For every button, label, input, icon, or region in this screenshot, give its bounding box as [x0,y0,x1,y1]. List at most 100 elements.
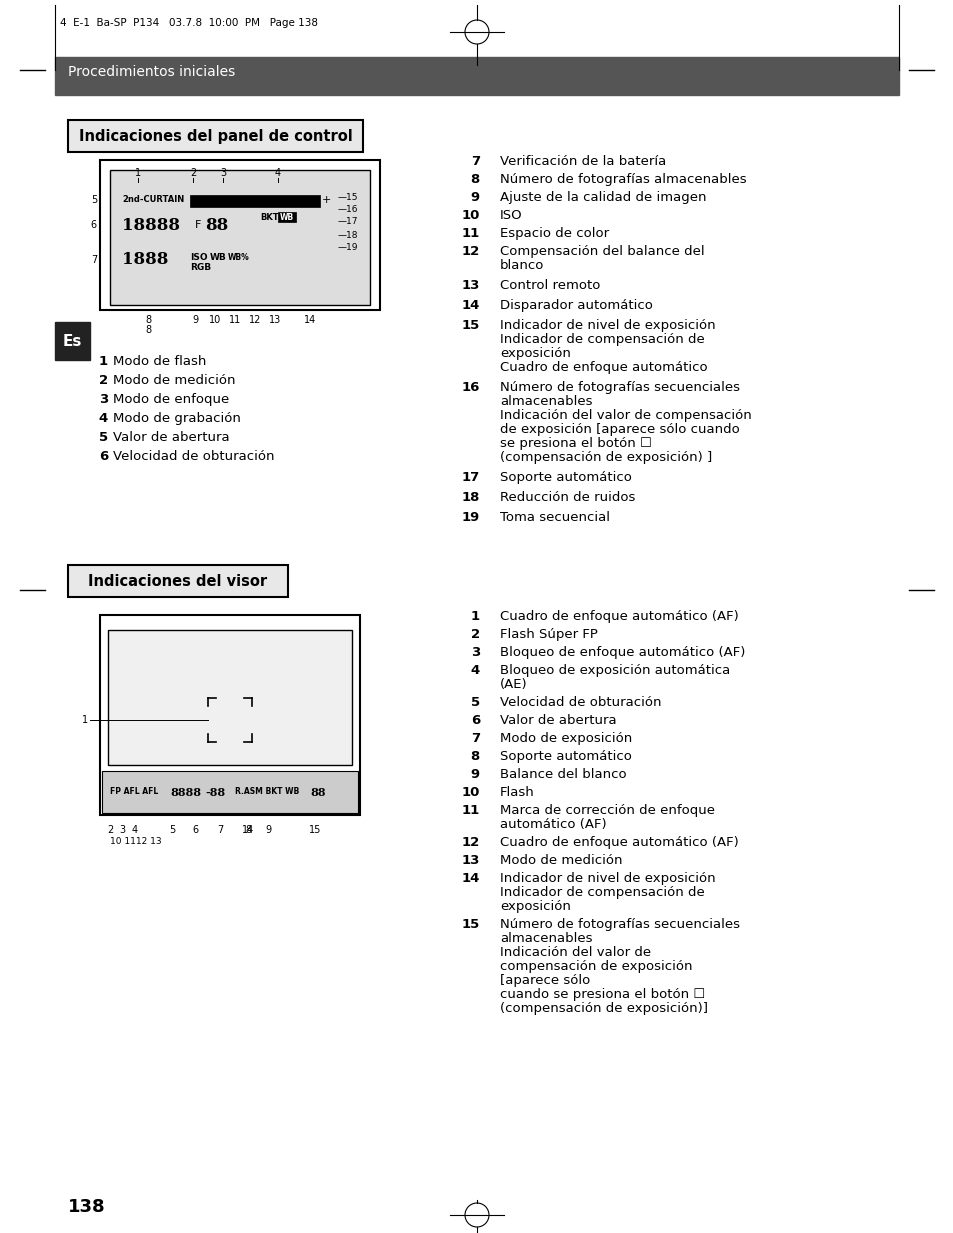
Text: Cuadro de enfoque automático (AF): Cuadro de enfoque automático (AF) [499,836,738,850]
Text: se presiona el botón ☐: se presiona el botón ☐ [499,436,651,450]
Text: 88: 88 [205,217,228,233]
Text: ISO: ISO [499,210,522,222]
Text: 14: 14 [461,872,479,885]
Text: Flash: Flash [499,785,535,799]
Text: RGB: RGB [190,264,211,272]
Text: 2nd-CURTAIN: 2nd-CURTAIN [122,196,184,205]
Text: +: + [322,195,331,205]
Bar [100,615,359,815]
Text: 6: 6 [470,714,479,727]
Text: Número de fotografías secuenciales: Número de fotografías secuenciales [499,381,740,395]
Text: 9: 9 [265,825,271,835]
Text: compensación de exposición: compensación de exposición [499,961,692,973]
Text: —18: —18 [337,231,358,239]
Text: Cuadro de enfoque automático: Cuadro de enfoque automático [499,361,707,374]
Text: 14: 14 [304,314,315,326]
Text: Velocidad de obturación: Velocidad de obturación [499,695,660,709]
Text: 8: 8 [145,326,151,335]
Text: 10: 10 [209,314,221,326]
Bar [110,170,370,305]
Text: 4: 4 [99,412,108,425]
Text: 8: 8 [245,825,251,835]
Text: Indicador de nivel de exposición: Indicador de nivel de exposición [499,872,715,885]
Text: R.ASM BKT WB: R.ASM BKT WB [234,788,299,797]
Text: —15: —15 [337,194,358,202]
Text: Modo de flash: Modo de flash [112,355,206,367]
Bar [55,322,90,360]
Text: Número de fotografías secuenciales: Número de fotografías secuenciales [499,919,740,931]
Text: Bloqueo de enfoque automático (AF): Bloqueo de enfoque automático (AF) [499,646,744,658]
Text: Indicador de compensación de: Indicador de compensación de [499,333,704,346]
Text: Velocidad de obturación: Velocidad de obturación [112,450,274,464]
Text: Indicador de nivel de exposición: Indicador de nivel de exposición [499,319,715,332]
Text: 2: 2 [107,825,113,835]
Text: 3: 3 [119,825,125,835]
Text: —17: —17 [337,217,358,227]
Text: 8: 8 [470,173,479,186]
Text: Indicaciones del visor: Indicaciones del visor [89,573,267,588]
Text: WB: WB [210,253,227,261]
Text: blanco: blanco [499,259,544,272]
Text: 7: 7 [216,825,223,835]
Text: (compensación de exposición) ]: (compensación de exposición) ] [499,451,712,464]
Text: 1: 1 [99,355,108,367]
Text: 9: 9 [471,191,479,203]
Text: 10 1112 13: 10 1112 13 [110,837,161,846]
Text: 8888: 8888 [170,787,201,798]
Text: Control remoto: Control remoto [499,279,599,292]
Text: Marca de corrección de enfoque: Marca de corrección de enfoque [499,804,714,817]
Text: Disparador automático: Disparador automático [499,298,652,312]
Text: 4: 4 [470,665,479,677]
Text: 12: 12 [461,836,479,850]
Text: Modo de exposición: Modo de exposición [499,732,632,745]
Bar [277,212,295,222]
Text: 2: 2 [190,168,196,178]
Text: 11: 11 [461,227,479,240]
Bar [55,57,898,95]
Text: 88: 88 [310,787,325,798]
Text: Modo de medición: Modo de medición [112,374,235,387]
Text: 15: 15 [461,319,479,332]
Text: 4  E-1  Ba-SP  P134   03.7.8  10:00  PM   Page 138: 4 E-1 Ba-SP P134 03.7.8 10:00 PM Page 13… [60,18,317,28]
Text: 5: 5 [91,195,97,205]
Text: 2: 2 [99,374,108,387]
Text: 4: 4 [274,168,281,178]
Text: Indicaciones del panel de control: Indicaciones del panel de control [78,128,352,143]
Text: Toma secuencial: Toma secuencial [499,510,609,524]
Text: 6: 6 [99,450,108,464]
Text: 11: 11 [461,804,479,817]
Text: Modo de medición: Modo de medición [499,854,622,867]
Text: 1: 1 [82,715,88,725]
Text: 15: 15 [461,919,479,931]
FancyBboxPatch shape [68,120,363,152]
Text: 7: 7 [471,732,479,745]
Text: Balance del blanco: Balance del blanco [499,768,626,780]
Text: (AE): (AE) [499,678,527,690]
Text: 1: 1 [471,610,479,623]
Text: Cuadro de enfoque automático (AF): Cuadro de enfoque automático (AF) [499,610,738,623]
Text: 7: 7 [91,255,97,265]
Text: Número de fotografías almacenables: Número de fotografías almacenables [499,173,746,186]
Text: 14: 14 [461,298,479,312]
Text: Modo de enfoque: Modo de enfoque [112,393,229,406]
Text: Indicación del valor de compensación: Indicación del valor de compensación [499,409,751,422]
Text: automático (AF): automático (AF) [499,817,606,831]
Text: 14: 14 [242,825,253,835]
Text: 13: 13 [269,314,281,326]
Text: ISO: ISO [190,253,208,261]
Text: Modo de grabación: Modo de grabación [112,412,240,425]
Text: 10: 10 [461,785,479,799]
Text: 16: 16 [461,381,479,395]
Text: 13: 13 [461,854,479,867]
Text: almacenables: almacenables [499,932,592,944]
Bar [102,771,357,813]
Text: 6: 6 [192,825,198,835]
Text: 4: 4 [132,825,138,835]
Text: BKT: BKT [260,213,278,222]
Bar [190,195,319,207]
Text: FP AFL AFL: FP AFL AFL [110,788,158,797]
Text: Flash Súper FP: Flash Súper FP [499,628,598,641]
Text: Bloqueo de exposición automática: Bloqueo de exposición automática [499,665,729,677]
Text: Indicación del valor de: Indicación del valor de [499,946,651,959]
Text: —19: —19 [337,243,358,253]
